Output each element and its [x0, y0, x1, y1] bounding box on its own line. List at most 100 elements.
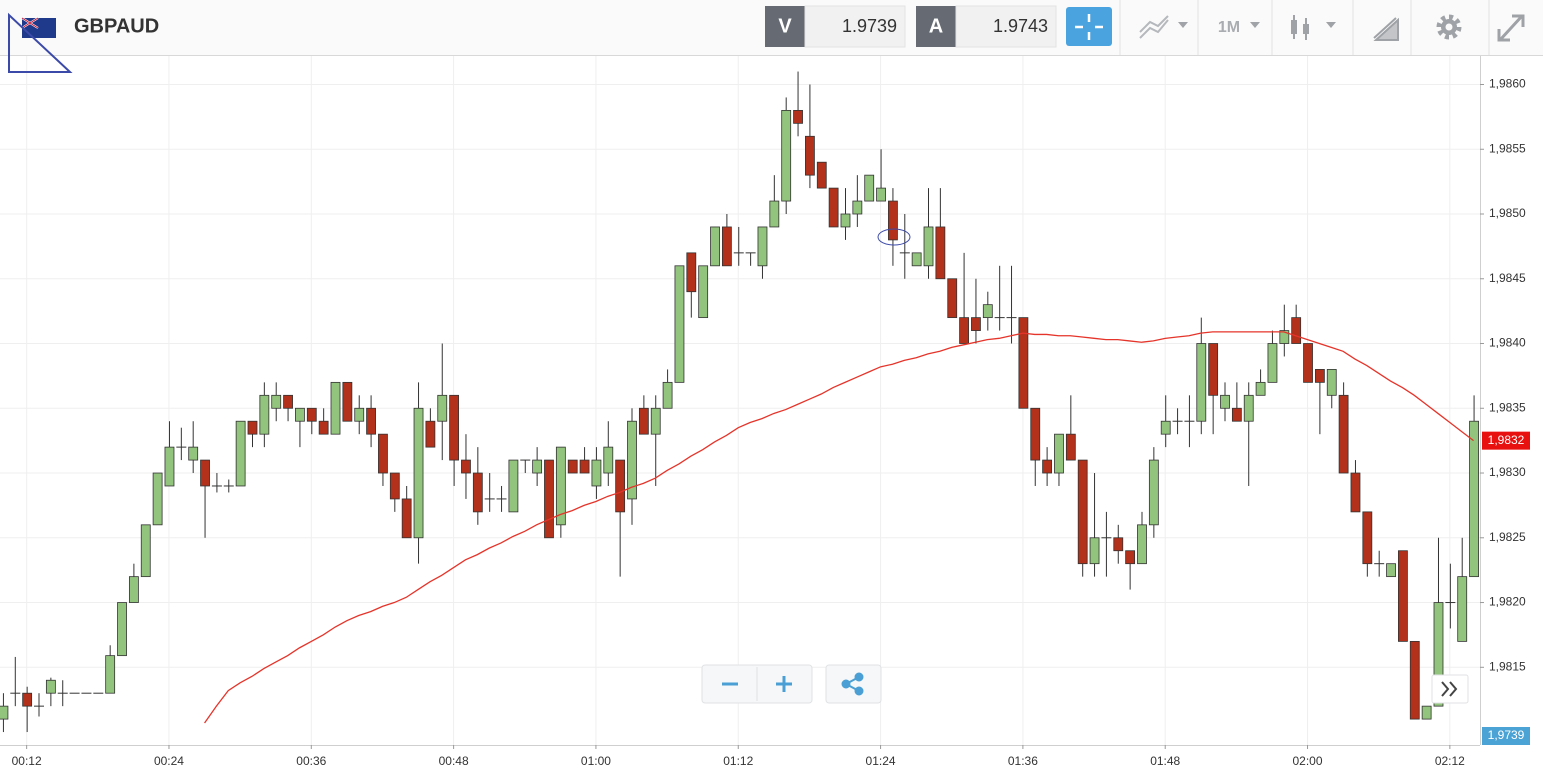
settings-icon[interactable] [1436, 14, 1462, 40]
candle-body [805, 135, 815, 176]
x-tick-label: 00:48 [439, 754, 469, 768]
candle-body [366, 407, 376, 435]
candle-body [1291, 317, 1302, 344]
candle-body [1030, 407, 1041, 461]
x-tick-label: 01:48 [1150, 754, 1180, 768]
candle-body [283, 394, 293, 409]
zoom-in[interactable] [776, 676, 792, 692]
expand-icon[interactable] [1497, 14, 1525, 42]
candle-body [1386, 563, 1396, 578]
x-tick-label: 00:12 [12, 754, 42, 768]
candle-body [1018, 317, 1029, 409]
candle-body [650, 407, 661, 435]
candle-body [295, 407, 305, 422]
x-tick-label: 00:24 [154, 754, 184, 768]
ask-box[interactable] [955, 5, 1057, 48]
candle-body [911, 252, 922, 267]
crosshair-button[interactable] [1066, 7, 1112, 46]
candle-body [1231, 407, 1242, 422]
bid-box[interactable] [804, 5, 906, 48]
candle-body [45, 679, 56, 694]
candle-body [1267, 343, 1278, 383]
candle-body [615, 459, 626, 513]
candle-body [769, 200, 780, 228]
dropdown-arrow [1250, 22, 1260, 28]
candle-body [876, 187, 886, 202]
scroll-end-icon [1441, 681, 1458, 697]
candle-body [1338, 394, 1349, 474]
timeframe[interactable]: 1M [1218, 19, 1240, 36]
candle-body [247, 420, 258, 435]
bid-label: V [778, 15, 792, 37]
ma-tag-bg [1482, 431, 1530, 450]
candle-body [698, 265, 709, 319]
candle-body [164, 446, 175, 487]
candle-body [793, 109, 803, 124]
candle-body [781, 109, 792, 202]
candle-body [923, 226, 934, 267]
candle-body [579, 459, 590, 474]
candle-body [271, 394, 282, 409]
candle-body [662, 381, 673, 409]
candle-body [401, 498, 412, 539]
candle-body [555, 446, 566, 526]
candle-body [828, 187, 839, 228]
scroll-end-button[interactable] [1431, 674, 1469, 704]
candle-body [1421, 705, 1432, 720]
x-tick-label: 01:12 [723, 754, 753, 768]
share-icon[interactable] [841, 672, 864, 696]
candle-body [544, 459, 554, 539]
candle-icon[interactable] [1291, 15, 1336, 40]
chart-type-icon[interactable] [1139, 15, 1169, 39]
x-tick-label: 01:24 [866, 754, 896, 768]
x-tick-label: 01:00 [581, 754, 611, 768]
candle-body [0, 705, 9, 720]
candle-body [840, 213, 851, 228]
candle-body [1409, 640, 1420, 720]
candle-body [1314, 369, 1325, 383]
toolbar: GBPAUD V 1.9739 A 1.9743 1M [0, 0, 1543, 56]
candle-body [1350, 472, 1361, 513]
candle-body [1125, 550, 1136, 565]
candle-body [330, 381, 341, 435]
price-tag-bg [1482, 727, 1530, 745]
candle-body [627, 420, 637, 500]
drawn-ellipse[interactable] [877, 228, 911, 246]
candle-body [306, 407, 317, 422]
ma-tag: 1,9832 [1488, 433, 1525, 447]
bid-label-box[interactable] [765, 6, 805, 47]
drawn-triangle[interactable] [8, 12, 73, 73]
candle-body [971, 317, 981, 331]
candle-body [1457, 576, 1468, 642]
candle-body [1113, 537, 1124, 552]
candle-body [117, 602, 127, 657]
candle-body [591, 459, 602, 487]
candle-body [816, 161, 827, 189]
candle-body [852, 200, 863, 215]
candle-body [959, 317, 969, 344]
candle-body [935, 226, 946, 280]
candle-body [1089, 537, 1100, 565]
candle-body [128, 576, 139, 603]
candle-body [1433, 602, 1444, 707]
drawing-icon[interactable] [1373, 17, 1399, 41]
y-tick-label: 1,9850 [1489, 206, 1526, 220]
candle-body [947, 278, 958, 319]
candle-body [378, 433, 388, 474]
candle-body [472, 472, 483, 513]
candle-body [721, 226, 732, 267]
candle-body [200, 459, 210, 487]
y-tick-label: 1,9845 [1489, 271, 1526, 285]
plot-area: 1,9815 1,9820 1,9825 1,9830 1,9835 1,9840 1,98… [0, 56, 1530, 768]
candle-body [152, 472, 163, 526]
y-tick-label: 1,9815 [1489, 659, 1526, 673]
y-tick-label: 1,9840 [1489, 336, 1526, 350]
candle-body [982, 304, 993, 319]
candle-body [437, 394, 448, 422]
bid-value: 1.9739 [842, 16, 897, 36]
ask-label-box[interactable] [916, 6, 956, 47]
candle-body [508, 459, 519, 513]
candle-body [567, 459, 578, 474]
